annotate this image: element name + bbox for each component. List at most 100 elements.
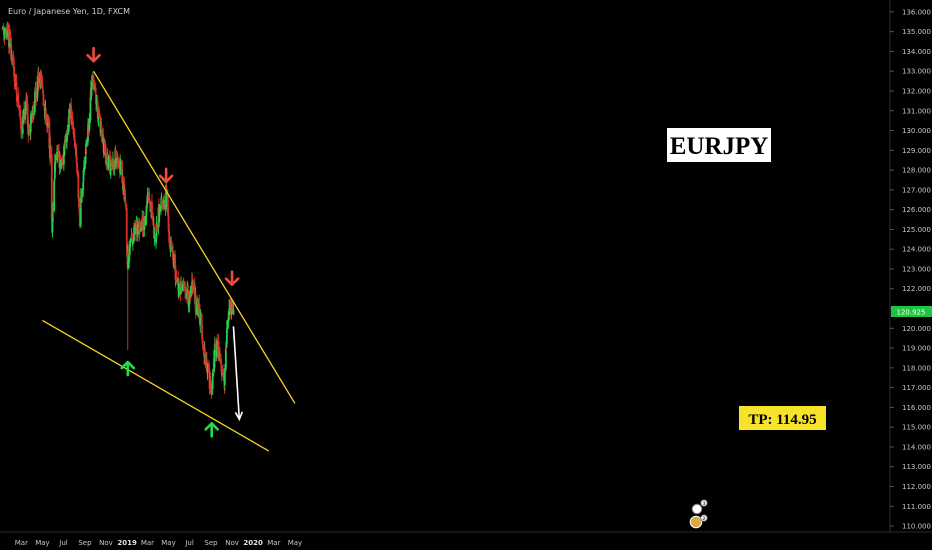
candle-body — [82, 170, 85, 182]
candle-body — [83, 163, 86, 165]
candle-body — [219, 355, 221, 358]
price-tick-label: 117.000 — [902, 384, 931, 392]
candle-body — [148, 198, 151, 201]
candle-body — [163, 205, 166, 209]
candle-body — [170, 246, 173, 251]
candle-body — [25, 99, 28, 103]
candle-body — [78, 209, 81, 226]
candle-body — [173, 254, 175, 267]
candle-body — [49, 148, 52, 156]
candle-body — [112, 159, 115, 167]
candle-body — [86, 141, 88, 144]
candle-body — [17, 93, 20, 104]
candle-body — [187, 291, 190, 305]
price-tick-label: 134.000 — [902, 48, 931, 56]
candle-body — [50, 153, 53, 222]
candle-body — [51, 222, 54, 233]
candle-body — [36, 76, 39, 95]
candle-body — [217, 341, 220, 355]
price-tick-label: 129.000 — [902, 147, 931, 155]
projection-arrow-head — [234, 411, 244, 422]
candle-body — [221, 372, 224, 375]
candle-body — [153, 235, 156, 237]
candle-body — [174, 265, 177, 280]
candle-body — [71, 117, 74, 129]
candle-body — [22, 115, 25, 124]
candle-body — [24, 112, 27, 115]
candle-body — [136, 224, 139, 235]
candle-body — [201, 339, 204, 345]
candle-body — [220, 358, 222, 364]
candle-body — [155, 223, 158, 240]
price-tick-label: 113.000 — [902, 463, 931, 471]
candle-body — [228, 300, 231, 307]
time-tick-label: May — [288, 539, 302, 547]
candle-body — [112, 166, 115, 169]
candle-body — [90, 79, 93, 82]
candle-body — [132, 240, 134, 243]
candle-body — [96, 101, 99, 118]
price-tick-label: 120.000 — [902, 325, 931, 333]
candle-body — [211, 372, 214, 389]
candle-body — [141, 217, 144, 229]
candle-body — [226, 320, 229, 329]
candle-body — [185, 294, 188, 299]
candle-body — [161, 199, 163, 205]
price-axis[interactable]: 136.000 135.000 134.000 133.000 132.000 131.0… — [889, 0, 931, 532]
candle-body — [174, 255, 176, 266]
candle-body — [8, 30, 11, 39]
candle-body — [182, 280, 185, 284]
candle-body — [82, 182, 85, 191]
time-tick-label: Mar — [267, 539, 280, 547]
candle-body — [151, 215, 154, 218]
event-badge[interactable]: 2 — [689, 514, 708, 529]
time-axis[interactable]: Mar May Jul Sep Nov 2019 Mar May Jul Sep Nov 2020 Ma… — [0, 531, 932, 547]
tp-box: TP: 114.95 — [739, 406, 826, 430]
price-tick-label: 124.000 — [902, 246, 931, 254]
candle-body — [127, 261, 130, 269]
candles — [1, 21, 235, 400]
candle-body — [227, 314, 230, 321]
candle-body — [205, 359, 208, 363]
candle-body — [11, 54, 13, 60]
candle-body — [156, 227, 159, 229]
candle-body — [122, 184, 125, 189]
tp-label: TP: 114.95 — [748, 412, 816, 428]
arrow-up-icon — [120, 360, 136, 377]
candle-body — [105, 152, 107, 162]
candle-body — [81, 189, 84, 197]
candle-body — [61, 157, 64, 164]
current-price-label: 120.925 — [897, 309, 926, 317]
projection-line — [232, 326, 241, 420]
price-tick-label: 125.000 — [902, 226, 931, 234]
event-badges[interactable]: 3 2 — [689, 499, 708, 529]
candle-body — [57, 150, 59, 153]
candle-body — [216, 341, 219, 347]
event-badge[interactable]: 3 — [691, 499, 708, 515]
candle-body — [64, 138, 67, 143]
candle-body — [175, 278, 178, 283]
price-tick-label: 132.000 — [902, 87, 931, 95]
candle-body — [18, 106, 21, 111]
event-count: 2 — [703, 516, 706, 522]
price-tick-label: 135.000 — [902, 28, 931, 36]
candle-body — [53, 161, 56, 179]
symbol-label: EURJPY — [670, 133, 769, 160]
price-tick-label: 118.000 — [902, 364, 931, 372]
candle-body — [94, 87, 97, 94]
candle-body — [204, 356, 207, 366]
time-tick-label: Jul — [184, 539, 194, 547]
time-tick-label: 2020 — [243, 539, 263, 547]
candle-body — [232, 309, 235, 315]
candle-body — [213, 343, 216, 363]
candle-body — [223, 371, 226, 385]
candle-body — [145, 206, 148, 216]
price-tick-label: 115.000 — [902, 424, 931, 432]
price-tick-label: 128.000 — [902, 167, 931, 175]
candle-body — [180, 284, 183, 287]
time-tick-label: Nov — [225, 539, 239, 547]
candle-body — [59, 162, 62, 165]
candle-body — [115, 159, 117, 163]
